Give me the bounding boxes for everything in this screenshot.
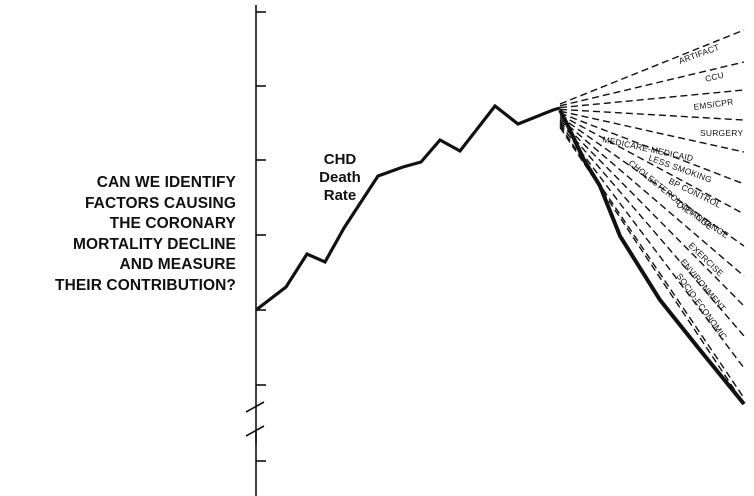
axis-break [245, 425, 265, 437]
projection-line [559, 110, 745, 153]
projection-line [559, 123, 745, 369]
series-label-line: Death [319, 169, 361, 186]
projection-line [559, 108, 745, 121]
question-line: CAN WE IDENTIFY [96, 174, 236, 191]
series-label-line: CHD [324, 151, 357, 168]
projection-line [559, 114, 745, 215]
projection-line [559, 121, 745, 337]
question-line: THE CORONARY [109, 215, 236, 232]
projection-line [559, 89, 745, 109]
question-line: AND MEASURE [119, 256, 236, 273]
series-label-line: Rate [324, 187, 357, 204]
projection-line [559, 29, 745, 105]
projection-line [559, 117, 745, 277]
question-line: MORTALITY DECLINE [72, 235, 236, 253]
factor-label: SURGERY [700, 128, 743, 138]
chd-death-rate-curve [255, 103, 561, 312]
question-text: CAN WE IDENTIFY FACTORS CAUSING THE CORO… [0, 173, 236, 296]
actual-decline-line [558, 109, 746, 406]
factor-label: ARTIFACT [677, 42, 720, 66]
projection-fan [558, 29, 746, 406]
projection-line [559, 116, 745, 247]
factor-label: CCU [704, 70, 725, 84]
question-line: FACTORS CAUSING [84, 194, 236, 212]
factor-label: EMS/CPR [693, 96, 734, 111]
projection-line [559, 61, 745, 107]
axis-break [245, 401, 265, 413]
question-line: THEIR CONTRIBUTION? [55, 276, 236, 294]
